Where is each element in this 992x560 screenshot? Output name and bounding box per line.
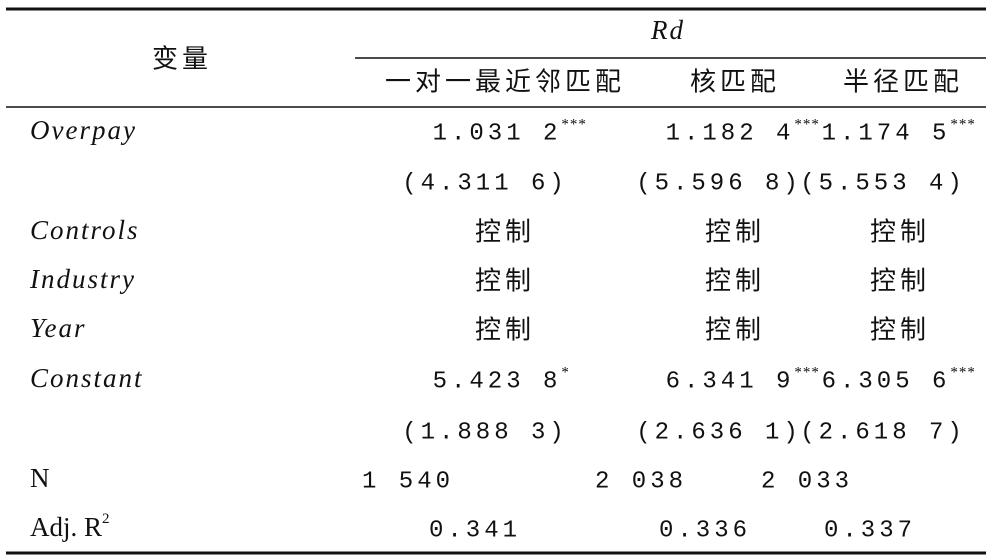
significance-stars: *** [950,116,976,132]
cell-value: 控制 [870,267,930,297]
cell-value: 控制 [705,316,765,346]
cell-value: 6.341 9 [666,368,795,395]
cell-value: 控制 [870,218,930,248]
column-header: 核匹配 [690,68,780,98]
row-label-text: Constant [30,363,144,393]
cell-value: 控制 [705,267,765,297]
cell-value: 控制 [475,218,535,248]
cell-value: (2.636 1) [636,419,802,446]
row-label: Year [30,313,87,343]
row-label: Constant [30,363,144,393]
cell-value: 0.336 [659,517,751,544]
row-label: Controls [30,215,140,245]
cell-value: (5.596 8) [636,170,802,197]
cell-value: 0.341 [429,517,521,544]
cell-value: 6.305 6 [822,368,951,395]
row-label-text: Industry [29,264,136,294]
row-label-text: Year [30,313,87,343]
column-header: 半径匹配 [843,68,963,98]
cell-value: 0.337 [824,517,916,544]
cell-value: 1.031 2 [433,120,562,147]
significance-stars: *** [794,364,820,380]
row-label-sup: 2 [102,511,111,527]
row-label: Adj. R2 [30,511,111,542]
cell-value: 2 033 [761,468,853,495]
significance-stars: *** [561,116,587,132]
variable-header: 变量 [152,45,212,75]
cell-value: (5.553 4) [800,170,966,197]
cell-value: 1 540 [362,468,454,495]
cell-value: 控制 [475,316,535,346]
cell-value: (2.618 7) [800,419,966,446]
cell-value: 5.423 8 [433,368,562,395]
cell-value: 控制 [705,218,765,248]
cell-value: 控制 [475,267,535,297]
row-label-text: N [30,463,50,493]
cell-value: 2 038 [595,468,687,495]
significance-stars: * [561,364,570,380]
cell-value: 1.174 5 [822,120,951,147]
significance-stars: *** [794,116,820,132]
row-label: Overpay [30,115,137,145]
row-label-text: Adj. R [30,512,102,542]
cell-value: (4.311 6) [402,170,568,197]
cell-value: 控制 [870,316,930,346]
row-label-text: Overpay [30,115,137,145]
significance-stars: *** [950,364,976,380]
cell-value: (1.888 3) [402,419,568,446]
row-label: Industry [29,264,136,294]
cell-value: 1.182 4 [666,120,795,147]
row-label-text: Controls [30,215,140,245]
column-header: 一对一最近邻匹配 [385,68,625,98]
dependent-header: Rd [650,15,685,45]
row-label: N [30,463,50,493]
